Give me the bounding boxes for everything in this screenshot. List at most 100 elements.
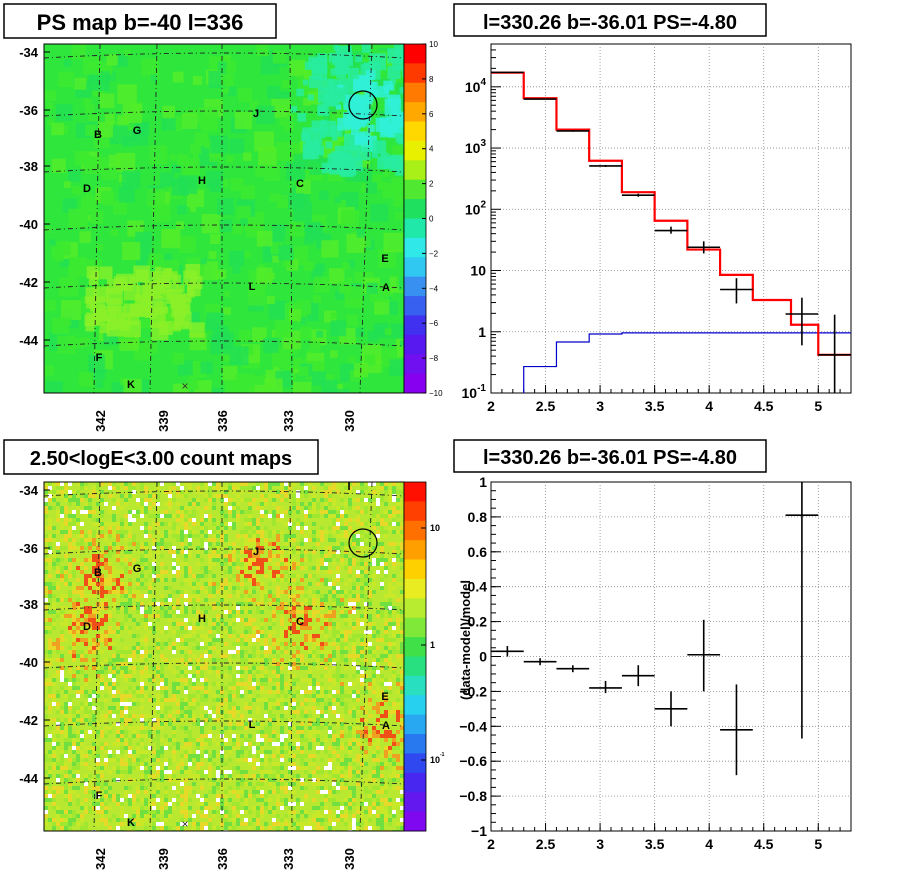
- map-pixel: [396, 690, 400, 694]
- map-pixel: [160, 562, 164, 566]
- map-pixel: [148, 586, 152, 590]
- map-pixel: [316, 638, 320, 642]
- map-pixel: [64, 522, 68, 526]
- map-pixel: [340, 610, 344, 614]
- map-pixel: [360, 614, 364, 618]
- map-pixel: [348, 590, 352, 594]
- map-cell: [210, 234, 220, 244]
- map-pixel: [208, 482, 212, 486]
- map-pixel: [56, 650, 60, 654]
- map-pixel: [196, 750, 200, 754]
- map-pixel: [360, 538, 364, 542]
- map-pixel: [72, 582, 76, 586]
- map-pixel: [304, 694, 308, 698]
- map-pixel: [400, 490, 404, 494]
- map-pixel: [264, 502, 268, 506]
- map-pixel: [108, 546, 112, 550]
- map-pixel: [188, 506, 192, 510]
- map-pixel: [396, 650, 400, 654]
- map-pixel: [344, 622, 348, 626]
- map-pixel: [248, 630, 252, 634]
- map-cell: [342, 262, 349, 269]
- map-pixel: [360, 590, 364, 594]
- map-pixel: [260, 690, 264, 694]
- map-pixel: [360, 678, 364, 682]
- map-pixel: [64, 694, 68, 698]
- map-pixel: [116, 742, 120, 746]
- colorbar-tick-label: 8: [429, 75, 434, 84]
- map-pixel: [236, 774, 240, 778]
- map-pixel: [132, 690, 136, 694]
- map-pixel: [360, 522, 364, 526]
- map-pixel: [320, 566, 324, 570]
- map-pixel: [336, 666, 340, 670]
- map-pixel: [392, 578, 396, 582]
- map-pixel: [124, 594, 128, 598]
- map-pixel: [272, 610, 276, 614]
- map-pixel: [296, 506, 300, 510]
- map-pixel: [332, 738, 336, 742]
- map-pixel: [260, 590, 264, 594]
- map-pixel: [300, 666, 304, 670]
- map-pixel: [88, 698, 92, 702]
- map-pixel: [196, 686, 200, 690]
- map-pixel: [240, 634, 244, 638]
- map-pixel: [348, 574, 352, 578]
- map-pixel: [164, 586, 168, 590]
- map-cell: [201, 258, 207, 264]
- map-pixel: [128, 678, 132, 682]
- map-pixel: [132, 718, 136, 722]
- map-pixel: [248, 654, 252, 658]
- map-pixel: [80, 742, 84, 746]
- map-pixel: [396, 654, 400, 658]
- map-pixel: [188, 530, 192, 534]
- map-pixel: [100, 782, 104, 786]
- map-pixel: [364, 486, 368, 490]
- map-pixel: [140, 730, 144, 734]
- map-pixel: [204, 734, 208, 738]
- map-pixel: [244, 634, 248, 638]
- map-pixel: [80, 486, 84, 490]
- map-pixel: [260, 666, 264, 670]
- map-pixel: [332, 582, 336, 586]
- map-pixel: [44, 658, 48, 662]
- map-pixel: [332, 730, 336, 734]
- map-pixel: [44, 490, 48, 494]
- map-pixel: [160, 510, 164, 514]
- map-pixel: [108, 562, 112, 566]
- map-pixel: [180, 582, 184, 586]
- map-pixel: [400, 546, 404, 550]
- map-pixel: [348, 746, 352, 750]
- map-pixel: [308, 558, 312, 562]
- map-pixel: [360, 570, 364, 574]
- map-pixel: [272, 762, 276, 766]
- map-pixel: [352, 542, 356, 546]
- map-pixel: [372, 750, 376, 754]
- map-pixel: [392, 674, 396, 678]
- map-pixel: [316, 514, 320, 518]
- map-pixel: [312, 706, 316, 710]
- map-pixel: [372, 622, 376, 626]
- map-pixel: [232, 738, 236, 742]
- map-pixel: [336, 534, 340, 538]
- map-pixel: [244, 482, 248, 486]
- map-pixel: [360, 718, 364, 722]
- colorbar-segment: [404, 199, 426, 219]
- map-pixel: [296, 526, 300, 530]
- map-pixel: [292, 550, 296, 554]
- map-pixel: [100, 702, 104, 706]
- map-pixel: [88, 506, 92, 510]
- map-pixel: [128, 766, 132, 770]
- map-cell: [149, 146, 167, 164]
- map-pixel: [88, 586, 92, 590]
- map-pixel: [232, 642, 236, 646]
- map-pixel: [300, 542, 304, 546]
- map-pixel: [72, 590, 76, 594]
- map-pixel: [76, 754, 80, 758]
- colorbar-segment: [404, 238, 426, 258]
- map-pixel: [60, 574, 64, 578]
- map-pixel: [68, 682, 72, 686]
- map-pixel: [172, 698, 176, 702]
- map-pixel: [52, 682, 56, 686]
- map-pixel: [88, 710, 92, 714]
